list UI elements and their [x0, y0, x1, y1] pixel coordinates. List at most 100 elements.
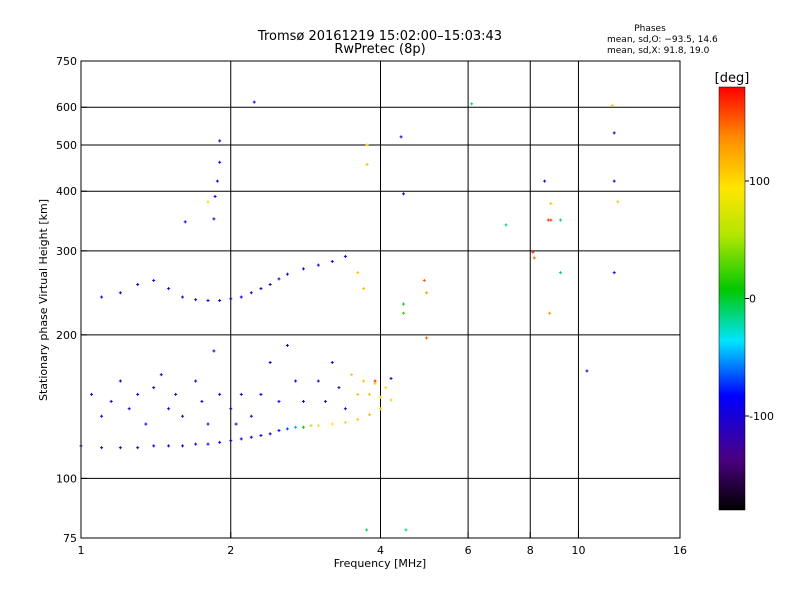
y-tick-label: 200 — [56, 329, 77, 342]
data-point — [127, 407, 131, 411]
data-points — [79, 100, 620, 532]
data-point — [404, 528, 408, 532]
data-point — [167, 287, 171, 291]
data-point — [136, 392, 140, 396]
x-tick-label: 10 — [571, 544, 585, 557]
data-point — [365, 143, 369, 147]
data-point — [389, 398, 393, 402]
data-point — [425, 336, 429, 340]
data-point — [425, 291, 429, 295]
y-axis-label: Stationary phase Virtual Height [km] — [37, 199, 50, 401]
data-point — [616, 200, 620, 204]
gridlines — [81, 61, 680, 538]
data-point — [301, 399, 305, 403]
data-point — [239, 295, 243, 299]
data-point — [343, 254, 347, 258]
data-point — [330, 259, 334, 263]
data-point — [152, 386, 156, 390]
y-tick-label: 400 — [56, 185, 77, 198]
data-point — [249, 435, 253, 439]
data-point — [181, 295, 185, 299]
data-point — [365, 163, 369, 167]
data-point — [206, 200, 210, 204]
data-point — [543, 179, 547, 183]
y-tick-label: 750 — [56, 55, 77, 68]
data-point — [249, 291, 253, 295]
x-tick-label: 1 — [78, 544, 85, 557]
data-point — [213, 194, 217, 198]
data-point — [402, 311, 406, 315]
data-point — [558, 271, 562, 275]
phase-stat-o: mean, sd,O: −93.5, 14.6 — [607, 35, 718, 45]
data-point — [362, 287, 366, 291]
data-point — [167, 407, 171, 411]
colorbar-tick-label: 0 — [749, 293, 756, 306]
data-point — [558, 218, 562, 222]
data-point — [548, 311, 552, 315]
data-point — [259, 434, 263, 438]
data-point — [294, 379, 298, 383]
data-point — [373, 379, 377, 383]
data-point — [259, 287, 263, 291]
data-point — [212, 349, 216, 353]
data-point — [174, 392, 178, 396]
y-tick-label: 100 — [56, 472, 77, 485]
data-point — [206, 422, 210, 426]
data-point — [402, 192, 406, 196]
y-tick-label: 600 — [56, 101, 77, 114]
data-point — [100, 446, 104, 450]
data-point — [212, 217, 216, 221]
data-point — [194, 298, 198, 302]
data-point — [367, 392, 371, 396]
data-point — [379, 395, 382, 399]
data-point — [100, 295, 104, 299]
data-point — [399, 135, 403, 139]
data-point — [144, 422, 148, 426]
data-point — [365, 528, 369, 532]
data-point — [268, 282, 272, 286]
data-point — [612, 179, 616, 183]
data-point — [100, 414, 104, 418]
colorbar: [deg] -100 0 100 — [715, 71, 774, 511]
data-point — [194, 379, 198, 383]
data-point — [229, 407, 233, 411]
data-point — [585, 369, 589, 373]
data-point — [330, 422, 334, 426]
data-point — [259, 392, 263, 396]
colorbar-label: [deg] — [715, 71, 750, 86]
data-point — [330, 360, 334, 364]
data-point — [277, 399, 281, 403]
data-point — [181, 444, 185, 448]
data-point — [350, 373, 354, 377]
data-point — [200, 399, 204, 403]
data-point — [316, 424, 320, 428]
data-point — [612, 131, 616, 135]
data-point — [316, 379, 320, 383]
data-point — [316, 263, 320, 267]
data-point — [612, 271, 616, 275]
x-tick-label: 8 — [527, 544, 534, 557]
data-point — [159, 373, 163, 377]
data-point — [367, 413, 371, 417]
data-point — [356, 392, 360, 396]
data-point — [218, 160, 222, 164]
data-point — [532, 256, 536, 260]
data-point — [118, 446, 122, 450]
data-point — [323, 399, 327, 403]
colorbar-tick-label: 100 — [749, 175, 770, 188]
data-point — [90, 392, 94, 396]
data-point — [268, 360, 272, 364]
data-point — [531, 250, 535, 254]
data-point — [285, 427, 289, 431]
colorbar-tick-label: -100 — [749, 410, 774, 423]
data-point — [194, 442, 198, 446]
chart-subtitle: RwPretec (8p) — [334, 42, 425, 57]
phase-stat-x: mean, sd,X: 91.8, 19.0 — [607, 46, 710, 56]
data-point — [215, 179, 219, 183]
data-point — [610, 104, 614, 108]
data-point — [136, 282, 140, 286]
data-point — [252, 100, 256, 104]
x-tick-label: 6 — [465, 544, 472, 557]
data-point — [239, 437, 243, 441]
